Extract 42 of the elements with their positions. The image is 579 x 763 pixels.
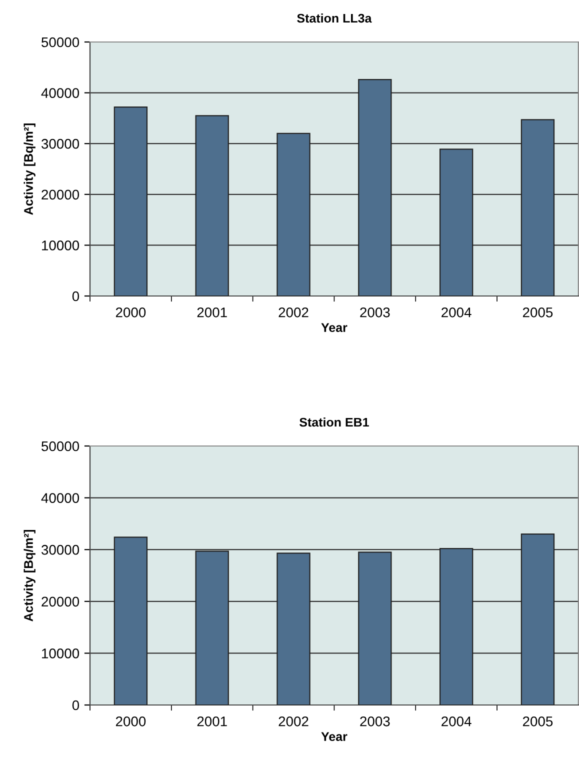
bar [276, 552, 310, 705]
bar [358, 552, 392, 705]
y-tick-label: 20000 [42, 596, 80, 607]
bar [439, 148, 474, 296]
bar [520, 119, 555, 296]
y-tick-label: 30000 [41, 544, 80, 555]
bar [114, 106, 148, 296]
chart-title: Station EB1 [300, 417, 369, 427]
bar [520, 534, 555, 705]
bar [114, 536, 148, 705]
bar [439, 548, 474, 705]
x-tick-label: 2001 [197, 716, 227, 726]
y-axis-title: Activity [Bq/m²] [24, 530, 36, 622]
y-tick-label: 50000 [42, 37, 80, 48]
x-tick-label: 2005 [522, 307, 553, 318]
y-axis-title: Activity [Bq/m²] [24, 124, 36, 215]
y-tick-label: 10000 [42, 648, 80, 658]
y-tick-label: 30000 [41, 138, 80, 149]
x-tick-label: 2003 [360, 307, 390, 318]
y-tick-label: 50000 [42, 441, 80, 452]
x-axis-title: Year [321, 323, 348, 332]
x-tick-label: 2004 [442, 716, 472, 726]
bar [195, 550, 229, 705]
x-tick-label: 2004 [442, 307, 472, 318]
bar [358, 79, 392, 296]
y-tick-label: 40000 [41, 493, 80, 503]
y-tick-label: 10000 [42, 240, 80, 250]
bar [276, 132, 310, 296]
chart-title: Station LL3a [297, 13, 372, 23]
y-tick-label: 40000 [41, 88, 80, 98]
x-tick-label: 2003 [360, 716, 390, 726]
x-tick-label: 2000 [116, 716, 146, 726]
y-tick-label: 0 [72, 700, 80, 710]
x-tick-label: 2002 [278, 307, 308, 318]
x-tick-label: 2000 [116, 307, 146, 318]
x-axis-title: Year [321, 732, 348, 742]
x-tick-label: 2001 [197, 307, 227, 318]
bar [195, 115, 229, 296]
x-tick-label: 2005 [522, 716, 553, 726]
y-tick-label: 0 [72, 291, 80, 302]
x-tick-label: 2002 [278, 716, 308, 726]
y-tick-label: 20000 [42, 190, 80, 200]
